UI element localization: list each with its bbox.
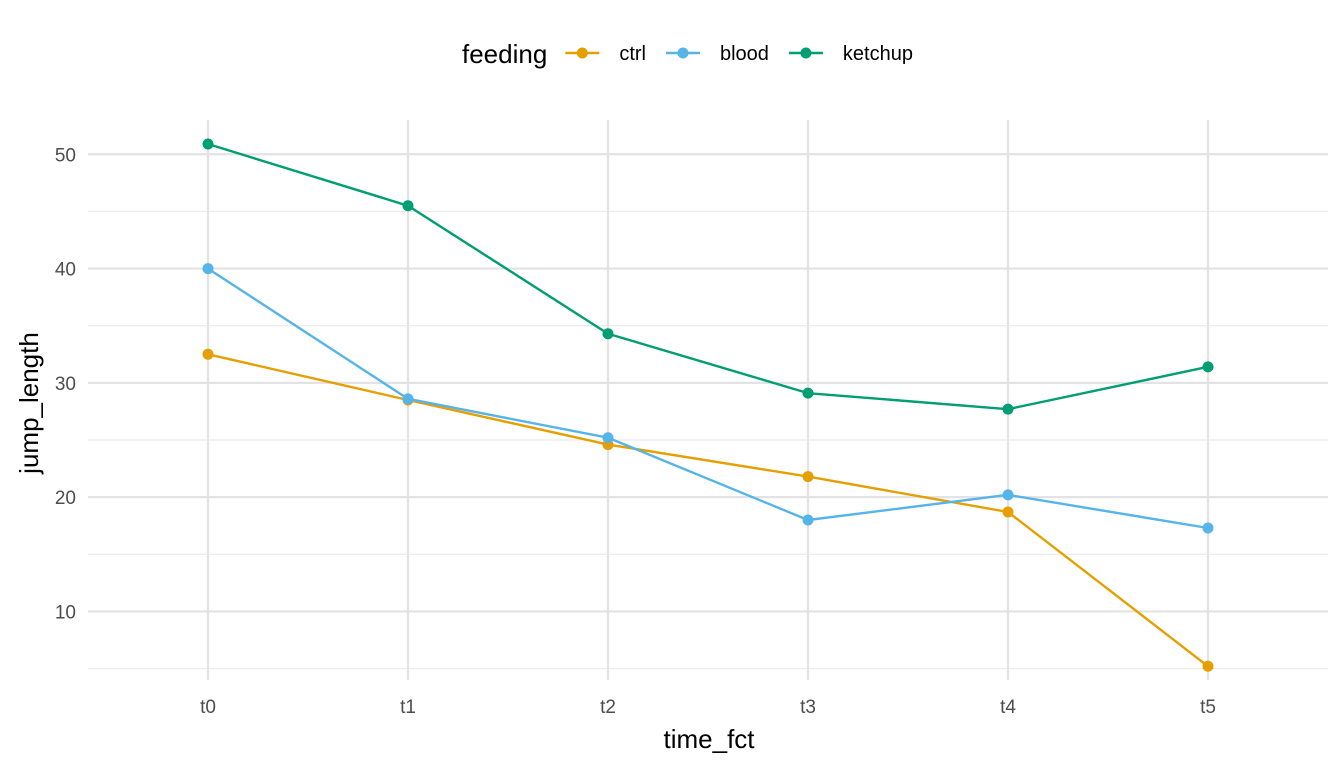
series-line — [207, 142, 1209, 411]
x-axis-title: time_fct — [663, 724, 755, 754]
x-tick-label: t3 — [800, 697, 816, 718]
legend-key-point — [677, 47, 689, 59]
x-tick-label: t1 — [400, 697, 416, 718]
y-tick-label: 50 — [55, 145, 76, 166]
data-point — [1202, 522, 1214, 534]
y-tick-label: 10 — [55, 602, 76, 623]
y-tick-label: 40 — [55, 260, 76, 281]
data-point — [602, 432, 614, 444]
legend: feeding ctrl blood ketchup — [462, 39, 913, 69]
data-point — [802, 471, 814, 483]
data-point — [202, 138, 214, 150]
legend-label: blood — [720, 43, 769, 65]
data-point — [1002, 403, 1014, 415]
legend-key-point — [800, 47, 812, 59]
data-point — [202, 263, 214, 275]
data-point — [602, 328, 614, 340]
gridlines — [88, 120, 1328, 680]
legend-label: ketchup — [843, 43, 913, 65]
x-tick-label: t2 — [600, 697, 616, 718]
x-tick-label: t5 — [1200, 697, 1216, 718]
legend-items: ctrl blood ketchup — [565, 43, 913, 65]
data-point — [402, 200, 414, 212]
data-point — [802, 387, 814, 399]
data-point — [802, 514, 814, 526]
y-tick-label: 20 — [55, 488, 76, 509]
y-axis-tick-labels: 10 20 30 40 50 — [55, 145, 76, 623]
legend-item-blood: blood — [665, 43, 769, 65]
series-layer — [202, 138, 1214, 672]
x-tick-label: t4 — [1000, 697, 1016, 718]
y-axis-title: jump_length — [14, 332, 44, 475]
data-point — [1002, 489, 1014, 501]
data-point — [202, 348, 214, 360]
legend-title: feeding — [462, 39, 547, 69]
series-ketchup — [202, 138, 1214, 415]
legend-key-point — [576, 47, 588, 59]
data-point — [402, 393, 414, 405]
x-tick-label: t0 — [200, 697, 216, 718]
data-point — [1202, 660, 1214, 672]
y-tick-label: 30 — [55, 374, 76, 395]
legend-label: ctrl — [619, 43, 646, 65]
data-point — [1202, 361, 1214, 373]
legend-item-ctrl: ctrl — [565, 43, 646, 65]
series-line — [207, 267, 1209, 530]
series-blood — [202, 263, 1214, 534]
series-line — [207, 353, 1209, 668]
legend-item-ketchup: ketchup — [788, 43, 913, 65]
x-axis-tick-labels: t0 t1 t2 t3 t4 t5 — [200, 697, 1216, 718]
data-point — [1002, 506, 1014, 518]
